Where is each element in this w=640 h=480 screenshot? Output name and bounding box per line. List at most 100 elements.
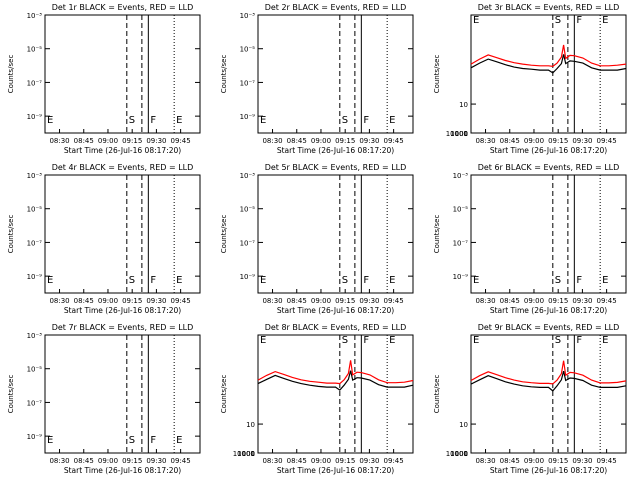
- x-tick-label: 08:30: [475, 297, 495, 305]
- x-tick-label: 09:15: [548, 457, 568, 465]
- y-tick-label: 10⁻⁷: [27, 239, 43, 247]
- y-tick-label: 10000: [446, 450, 468, 458]
- x-axis-label: Start Time (26-Jul-16 08:17:20): [277, 306, 394, 315]
- panel-title: Det 9r BLACK = Events, RED = LLD: [478, 323, 620, 332]
- x-tick-label: 09:45: [384, 137, 404, 145]
- event-marker-label: S: [555, 275, 561, 286]
- event-marker-label: F: [363, 115, 369, 126]
- event-marker-label: E: [389, 335, 395, 346]
- y-tick-label: 10⁻⁹: [240, 113, 256, 121]
- x-tick-label: 09:30: [572, 297, 592, 305]
- y-tick-label: 1000: [237, 450, 255, 458]
- panel-title: Det 8r BLACK = Events, RED = LLD: [265, 323, 407, 332]
- detector-panel-5: Det 5r BLACK = Events, RED = LLD Counts/s…: [220, 163, 414, 315]
- x-tick-label: 08:30: [49, 457, 69, 465]
- y-tick-label: 10⁻³: [453, 172, 469, 180]
- y-tick-label: 10⁻⁵: [453, 206, 469, 214]
- series-line-lld: [257, 360, 414, 385]
- plot-frame: [470, 334, 627, 454]
- x-axis-label: Start Time (26-Jul-16 08:17:20): [490, 146, 607, 155]
- plot-frame: [470, 174, 627, 294]
- x-tick-label: 09:00: [98, 457, 118, 465]
- event-marker-label: E: [47, 435, 53, 446]
- plot-frame: [257, 14, 414, 134]
- event-marker-label: F: [150, 275, 156, 286]
- event-marker-label: F: [363, 335, 369, 346]
- event-marker-label: F: [150, 435, 156, 446]
- y-tick-label: 10: [459, 421, 468, 429]
- x-tick-label: 08:45: [287, 297, 307, 305]
- detector-panel-1: Det 1r BLACK = Events, RED = LLD Counts/s…: [7, 3, 201, 155]
- event-marker-label: E: [389, 115, 395, 126]
- detector-panel-4: Det 4r BLACK = Events, RED = LLD Counts/s…: [7, 163, 201, 315]
- event-marker-label: E: [260, 335, 266, 346]
- x-tick-label: 09:00: [524, 137, 544, 145]
- event-marker-label: E: [176, 115, 182, 126]
- x-tick-label: 08:30: [475, 137, 495, 145]
- x-tick-label: 08:30: [262, 297, 282, 305]
- event-marker-label: S: [342, 275, 348, 286]
- series-line-lld: [470, 360, 627, 385]
- x-tick-label: 09:45: [171, 137, 191, 145]
- y-tick-label: 10⁻⁵: [240, 206, 256, 214]
- event-marker-label: E: [260, 115, 266, 126]
- y-axis-label: Counts/sec: [220, 215, 228, 254]
- y-tick-label: 10: [246, 421, 255, 429]
- plot-frame: [44, 334, 201, 454]
- y-tick-label: 10: [459, 101, 468, 109]
- event-marker-label: E: [473, 275, 479, 286]
- x-tick-label: 08:45: [74, 137, 94, 145]
- event-marker-label: E: [389, 275, 395, 286]
- x-tick-label: 09:30: [359, 297, 379, 305]
- x-tick-label: 09:00: [98, 297, 118, 305]
- series-line-events: [470, 370, 627, 392]
- x-axis-label: Start Time (26-Jul-16 08:17:20): [490, 466, 607, 475]
- plot-frame: [44, 174, 201, 294]
- detector-panel-7: Det 7r BLACK = Events, RED = LLD Counts/s…: [7, 323, 201, 475]
- x-tick-label: 09:15: [122, 457, 142, 465]
- y-axis-label: Counts/sec: [433, 215, 441, 254]
- plot-frame: [44, 14, 201, 134]
- x-tick-label: 09:00: [524, 457, 544, 465]
- y-tick-label: 10⁻⁷: [453, 239, 469, 247]
- y-tick-label: 1: [251, 450, 255, 458]
- y-axis-label: Counts/sec: [220, 375, 228, 414]
- y-tick-label: 10⁻³: [27, 332, 43, 340]
- event-marker-label: E: [176, 275, 182, 286]
- y-tick-label: 100: [242, 450, 255, 458]
- y-axis-label: Counts/sec: [433, 375, 441, 414]
- x-axis-label: Start Time (26-Jul-16 08:17:20): [64, 466, 181, 475]
- x-axis-label: Start Time (26-Jul-16 08:17:20): [490, 306, 607, 315]
- y-axis-label: Counts/sec: [7, 55, 15, 94]
- event-marker-label: S: [555, 335, 561, 346]
- event-marker-label: E: [47, 115, 53, 126]
- panel-title: Det 6r BLACK = Events, RED = LLD: [478, 163, 620, 172]
- detector-panel-8: Det 8r BLACK = Events, RED = LLD Counts/s…: [220, 323, 414, 475]
- x-tick-label: 08:45: [287, 137, 307, 145]
- x-tick-label: 09:45: [597, 297, 617, 305]
- event-marker-label: E: [473, 335, 479, 346]
- y-tick-label: 10⁻⁹: [453, 273, 469, 281]
- x-tick-label: 08:45: [500, 457, 520, 465]
- event-marker-label: E: [260, 275, 266, 286]
- x-tick-label: 09:30: [572, 137, 592, 145]
- x-tick-label: 08:45: [74, 297, 94, 305]
- x-tick-label: 09:15: [122, 137, 142, 145]
- series-line-events: [257, 370, 414, 391]
- event-marker-label: F: [363, 275, 369, 286]
- detector-panel-2: Det 2r BLACK = Events, RED = LLD Counts/s…: [220, 3, 414, 155]
- x-tick-label: 09:30: [572, 457, 592, 465]
- x-tick-label: 09:30: [146, 137, 166, 145]
- x-axis-label: Start Time (26-Jul-16 08:17:20): [64, 146, 181, 155]
- y-tick-label: 10⁻³: [27, 172, 43, 180]
- panel-title: Det 2r BLACK = Events, RED = LLD: [265, 3, 407, 12]
- y-axis-label: Counts/sec: [7, 375, 15, 414]
- plot-frame: [257, 334, 414, 454]
- event-marker-label: E: [602, 15, 608, 26]
- x-tick-label: 09:45: [384, 297, 404, 305]
- y-tick-label: 1000: [450, 450, 468, 458]
- panel-title: Det 4r BLACK = Events, RED = LLD: [52, 163, 194, 172]
- x-tick-label: 09:45: [384, 457, 404, 465]
- x-tick-label: 09:45: [171, 457, 191, 465]
- x-tick-label: 09:00: [524, 297, 544, 305]
